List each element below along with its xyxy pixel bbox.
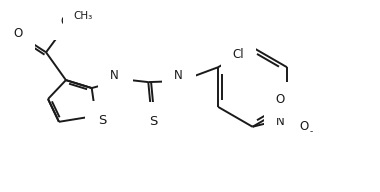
- Text: -: -: [309, 127, 312, 136]
- Text: O: O: [60, 15, 70, 28]
- Text: H: H: [178, 70, 186, 80]
- Text: +: +: [285, 112, 292, 121]
- Text: O: O: [299, 120, 309, 133]
- Text: N: N: [174, 69, 182, 82]
- Text: H: H: [115, 70, 122, 80]
- Text: O: O: [276, 94, 285, 107]
- Text: Cl: Cl: [233, 48, 244, 61]
- Text: CH₃: CH₃: [73, 11, 92, 21]
- Text: O: O: [14, 27, 23, 40]
- Text: S: S: [149, 115, 157, 128]
- Text: S: S: [98, 114, 107, 127]
- Text: N: N: [110, 69, 119, 82]
- Text: N: N: [276, 115, 285, 128]
